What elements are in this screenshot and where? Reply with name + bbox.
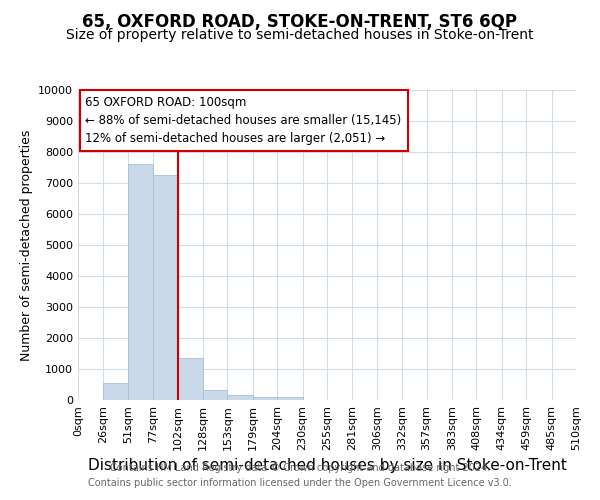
Text: 65, OXFORD ROAD, STOKE-ON-TRENT, ST6 6QP: 65, OXFORD ROAD, STOKE-ON-TRENT, ST6 6QP xyxy=(83,12,517,30)
Bar xyxy=(227,395,253,400)
Text: Contains HM Land Registry data © Crown copyright and database right 2024.
Contai: Contains HM Land Registry data © Crown c… xyxy=(88,462,512,487)
Bar xyxy=(153,175,178,400)
Bar xyxy=(203,390,227,400)
Text: 65 OXFORD ROAD: 100sqm
← 88% of semi-detached houses are smaller (15,145)
12% of: 65 OXFORD ROAD: 100sqm ← 88% of semi-det… xyxy=(85,96,402,145)
Text: Size of property relative to semi-detached houses in Stoke-on-Trent: Size of property relative to semi-detach… xyxy=(66,28,534,42)
X-axis label: Distribution of semi-detached houses by size in Stoke-on-Trent: Distribution of semi-detached houses by … xyxy=(88,458,566,473)
Bar xyxy=(103,383,128,400)
Bar xyxy=(253,396,277,400)
Y-axis label: Number of semi-detached properties: Number of semi-detached properties xyxy=(20,130,32,360)
Bar xyxy=(128,164,153,400)
Bar xyxy=(178,358,203,400)
Bar xyxy=(277,396,302,400)
